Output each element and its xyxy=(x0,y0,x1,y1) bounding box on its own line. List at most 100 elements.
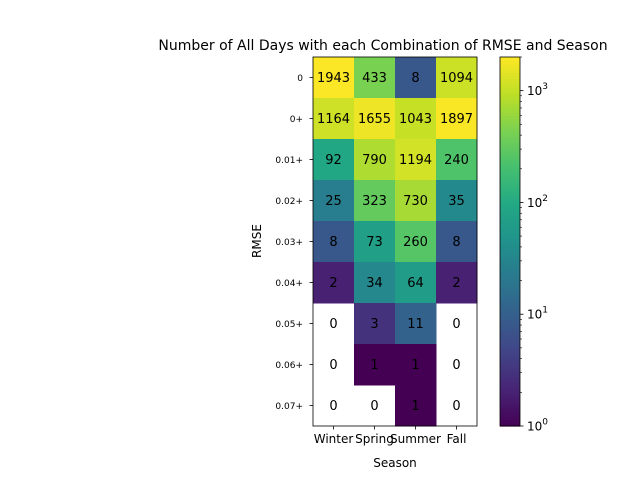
colorbar-segment xyxy=(500,90,520,95)
heatmap-cell xyxy=(395,180,437,222)
heatmap-cell xyxy=(313,139,355,181)
colorbar-segment xyxy=(500,87,520,92)
cell-value-label: 35 xyxy=(448,194,465,209)
colorbar-segment xyxy=(500,373,520,378)
cell-value-label: 1655 xyxy=(358,112,391,127)
colorbar-segment xyxy=(500,213,520,218)
y-tick-label: 0.07+ xyxy=(275,402,303,412)
colorbar-segment xyxy=(500,223,520,227)
colorbar-segment xyxy=(500,333,520,338)
heatmap-cell xyxy=(313,262,355,304)
colorbar-segment xyxy=(500,232,520,236)
cell-value-label: 1194 xyxy=(399,153,432,168)
cell-value-label: 433 xyxy=(362,71,387,86)
colorbar-segment xyxy=(500,118,520,123)
colorbar-segment xyxy=(500,312,520,316)
colorbar-segment xyxy=(500,278,520,283)
colorbar-segment xyxy=(500,69,520,73)
colorbar-segment xyxy=(500,93,520,98)
colorbar-segment xyxy=(500,189,520,193)
colorbar-segment xyxy=(500,422,520,427)
colorbar-segment xyxy=(500,241,520,246)
colorbar-tick-label: 102 xyxy=(527,194,548,210)
heatmap-cell xyxy=(436,57,478,99)
colorbar-segment xyxy=(500,309,520,313)
heatmap-cell xyxy=(436,262,478,304)
colorbar-segment xyxy=(500,186,520,190)
heatmap-cell xyxy=(395,221,437,263)
colorbar-segment xyxy=(500,413,520,418)
colorbar-segment xyxy=(500,161,520,166)
colorbar-segment xyxy=(500,244,520,249)
colorbar-segment xyxy=(500,303,520,307)
y-tick-label: 0.04+ xyxy=(275,279,303,289)
colorbar-segment xyxy=(500,272,520,276)
colorbar-segment xyxy=(500,364,520,369)
colorbar-segment xyxy=(500,57,520,61)
colorbar-segment xyxy=(500,140,520,144)
colorbar-segment xyxy=(500,183,520,187)
colorbar-segment xyxy=(500,346,520,350)
colorbar-segment xyxy=(500,152,520,156)
colorbar-segment xyxy=(500,75,520,80)
colorbar-segment xyxy=(500,358,520,363)
colorbar-segment xyxy=(500,389,520,393)
y-tick-label: 0+ xyxy=(290,115,303,125)
colorbar-segment xyxy=(500,247,520,252)
chart-title: Number of All Days with each Combination… xyxy=(158,38,607,54)
heatmap-cell xyxy=(395,57,437,99)
cell-value-label: 323 xyxy=(362,194,387,209)
colorbar-segment xyxy=(500,216,520,221)
colorbar-tick-label: 103 xyxy=(527,82,548,98)
colorbar-segment xyxy=(500,361,520,366)
colorbar-segment xyxy=(500,112,520,117)
cell-value-label: 1 xyxy=(411,399,419,414)
cell-value-label: 1897 xyxy=(440,112,473,127)
y-tick-label: 0 xyxy=(297,74,303,84)
colorbar-segment xyxy=(500,195,520,200)
heatmap-cell xyxy=(395,303,437,345)
colorbar-segment xyxy=(500,281,520,286)
colorbar-segment xyxy=(500,176,520,181)
colorbar-segment xyxy=(500,419,520,424)
cell-value-label: 0 xyxy=(329,358,337,373)
heatmap-cells xyxy=(313,57,478,427)
cell-value-label: 1 xyxy=(411,358,419,373)
colorbar-segment xyxy=(500,352,520,356)
cell-value-label: 240 xyxy=(444,153,469,168)
heatmap-cell xyxy=(354,262,396,304)
colorbar-segment xyxy=(500,342,520,347)
cell-value-label: 8 xyxy=(329,235,337,250)
heatmap-cell xyxy=(313,57,355,99)
x-tick-label: Winter xyxy=(314,432,354,446)
y-tick-label: 0.01+ xyxy=(275,156,303,166)
colorbar-segment xyxy=(500,339,520,344)
colorbar-segment xyxy=(500,404,520,409)
heatmap-cell xyxy=(313,180,355,222)
cell-value-label: 34 xyxy=(366,276,383,291)
colorbar-segment xyxy=(500,226,520,230)
colorbar-segment xyxy=(500,238,520,243)
heatmap-cell xyxy=(313,221,355,263)
colorbar-segment xyxy=(500,96,520,101)
colorbar-segment xyxy=(500,416,520,421)
cell-value-label: 790 xyxy=(362,153,387,168)
colorbar-segment xyxy=(500,60,520,64)
heatmap-cell xyxy=(395,139,437,181)
colorbar-segment xyxy=(500,370,520,375)
colorbar-segment xyxy=(500,229,520,233)
colorbar-segment xyxy=(500,376,520,381)
colorbar-segment xyxy=(500,250,520,255)
heatmap-cell xyxy=(354,344,396,386)
cell-value-label: 11 xyxy=(407,317,424,332)
colorbar-segment xyxy=(500,133,520,138)
colorbar-segment xyxy=(500,410,520,415)
colorbar-segment xyxy=(500,201,520,206)
cell-value-label: 8 xyxy=(411,71,419,86)
y-axis: 0 0+ 0.01+ 0.02+ 0.03+ 0.04+ 0.05+ 0.06+ 0.07+ xyxy=(275,74,313,412)
colorbar-segment xyxy=(500,263,520,267)
colorbar-segment xyxy=(500,158,520,163)
